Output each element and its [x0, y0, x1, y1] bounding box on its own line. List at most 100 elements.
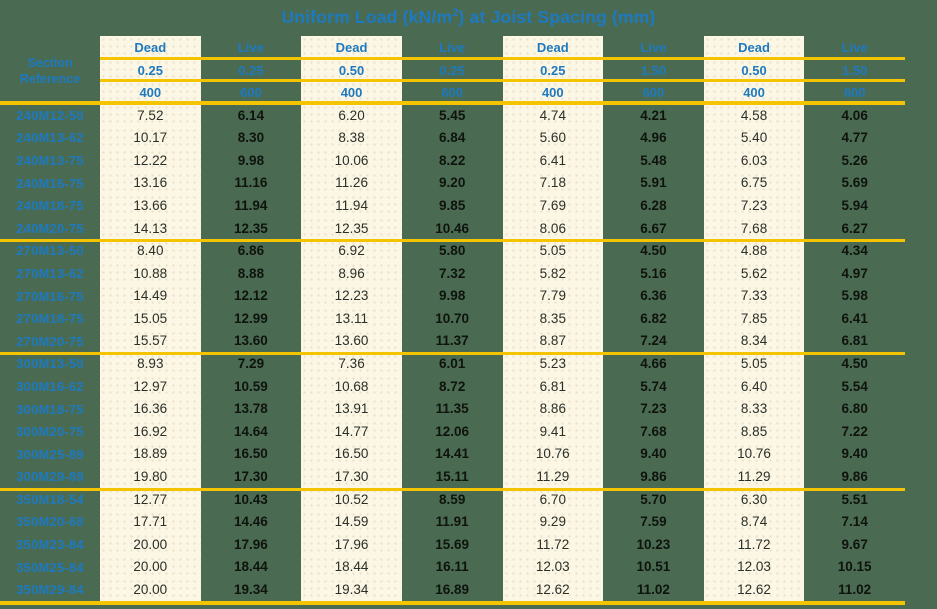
data-cell: 6.03 — [703, 149, 805, 172]
data-cell: 18.89 — [100, 442, 201, 466]
data-cell: 4.50 — [841, 356, 868, 372]
data-cell: 7.22 — [841, 423, 868, 439]
data-cell: 15.57 — [100, 329, 201, 353]
header-spacing-cell: 400 — [703, 81, 805, 104]
data-cell: 8.74 — [703, 510, 805, 534]
data-cell: 4.21 — [640, 107, 667, 123]
data-cell: 10.15 — [837, 559, 872, 575]
data-cell: 4.77 — [841, 130, 868, 146]
data-cell: 11.94 — [234, 197, 268, 213]
section-reference-cell: 300M18-75 — [16, 401, 84, 417]
data-cell: 4.50 — [640, 243, 667, 259]
data-cell: 6.40 — [703, 375, 805, 398]
data-cell: 9.98 — [237, 152, 265, 168]
header-load-cell: 0.50 — [703, 59, 805, 81]
data-cell: 9.41 — [502, 420, 604, 443]
data-cell: 15.11 — [435, 469, 469, 485]
data-cell: 7.52 — [100, 104, 201, 127]
header-type-cell: Live — [841, 40, 868, 55]
data-cell: 5.05 — [703, 352, 805, 376]
data-cell: 16.36 — [100, 397, 201, 421]
data-cell: 7.68 — [640, 423, 667, 439]
data-cell: 7.18 — [502, 171, 604, 195]
data-cell: 8.59 — [439, 491, 466, 507]
data-cell: 16.11 — [435, 559, 469, 575]
section-reference-cell: 270M18-75 — [16, 311, 84, 327]
data-cell: 8.30 — [237, 130, 265, 146]
data-cell: 19.80 — [100, 465, 201, 489]
data-cell: 7.33 — [703, 284, 805, 308]
section-reference-cell: 350M18-54 — [16, 491, 84, 507]
title-superscript: 2 — [452, 7, 459, 20]
header-type-cell: Live — [640, 40, 667, 55]
data-cell: 12.35 — [301, 216, 402, 240]
header-load-cell: 0.50 — [301, 59, 402, 81]
data-cell: 10.06 — [301, 149, 402, 172]
data-cell: 8.35 — [502, 307, 604, 330]
data-cell: 17.30 — [301, 465, 402, 489]
data-cell: 7.36 — [301, 352, 402, 376]
header-separator-line — [100, 79, 905, 82]
header-type-cell: Dead — [100, 36, 201, 59]
data-cell: 10.70 — [435, 310, 470, 326]
data-cell: 7.23 — [703, 194, 805, 217]
data-cell: 12.06 — [435, 423, 470, 439]
header-load-cell: 0.25 — [439, 62, 465, 78]
data-cell: 9.98 — [439, 288, 466, 304]
data-cell: 5.94 — [841, 197, 868, 213]
data-cell: 15.05 — [100, 307, 201, 330]
data-cell: 6.41 — [841, 310, 868, 326]
data-cell: 6.86 — [237, 243, 265, 259]
header-spacing-cell: 600 — [240, 85, 262, 100]
data-cell: 18.44 — [234, 559, 268, 575]
data-cell: 13.16 — [100, 171, 201, 195]
data-cell: 10.76 — [502, 442, 604, 466]
data-cell: 17.30 — [234, 469, 268, 485]
data-cell: 9.85 — [439, 197, 466, 213]
data-cell: 4.06 — [841, 107, 868, 123]
data-cell: 5.45 — [439, 107, 466, 123]
header-spacing-cell: 400 — [100, 81, 201, 104]
data-cell: 6.84 — [439, 130, 466, 146]
data-cell: 7.68 — [703, 216, 805, 240]
title-text-post: ) at Joist Spacing (mm) — [458, 7, 656, 27]
data-cell: 6.28 — [640, 197, 667, 213]
data-cell: 5.82 — [502, 262, 604, 285]
data-cell: 10.68 — [301, 375, 402, 398]
data-cell: 8.86 — [502, 397, 604, 421]
data-cell: 12.62 — [703, 578, 805, 602]
data-cell: 6.41 — [502, 149, 604, 172]
data-cell: 10.59 — [234, 378, 268, 394]
header-spacing-cell: 400 — [301, 81, 402, 104]
header-type-cell: Dead — [502, 36, 604, 59]
data-cell: 11.26 — [301, 171, 402, 195]
data-cell: 13.66 — [100, 194, 201, 217]
header-separator-line — [100, 57, 905, 60]
data-cell: 7.85 — [703, 307, 805, 330]
data-cell: 8.06 — [502, 216, 604, 240]
header-load-cell: 0.25 — [100, 59, 201, 81]
data-cell: 5.54 — [841, 378, 868, 394]
header-load-cell: 0.25 — [238, 62, 264, 78]
data-cell: 10.76 — [703, 442, 805, 466]
section-reference-cell: 300M25-89 — [16, 446, 84, 462]
data-cell: 6.81 — [502, 375, 604, 398]
data-cell: 9.20 — [439, 175, 466, 191]
data-cell: 9.29 — [502, 510, 604, 534]
table-bottom-line — [0, 601, 905, 605]
data-cell: 12.77 — [100, 488, 201, 511]
data-cell: 19.34 — [234, 582, 268, 598]
data-cell: 9.40 — [841, 446, 868, 462]
header-spacing-cell: 400 — [502, 81, 604, 104]
data-cell: 11.02 — [636, 582, 670, 598]
data-cell: 9.40 — [640, 446, 667, 462]
data-cell: 11.35 — [435, 401, 469, 417]
data-cell: 8.33 — [703, 397, 805, 421]
data-cell: 5.51 — [841, 491, 868, 507]
section-reference-label: Section Reference — [19, 56, 81, 86]
data-cell: 4.88 — [703, 239, 805, 263]
data-cell: 13.60 — [234, 333, 268, 349]
section-reference-cell: 240M16-75 — [16, 175, 84, 191]
data-cell: 18.44 — [301, 555, 402, 579]
load-table: Section Reference Dead Live Dead Live Dead Liv… — [0, 36, 905, 602]
